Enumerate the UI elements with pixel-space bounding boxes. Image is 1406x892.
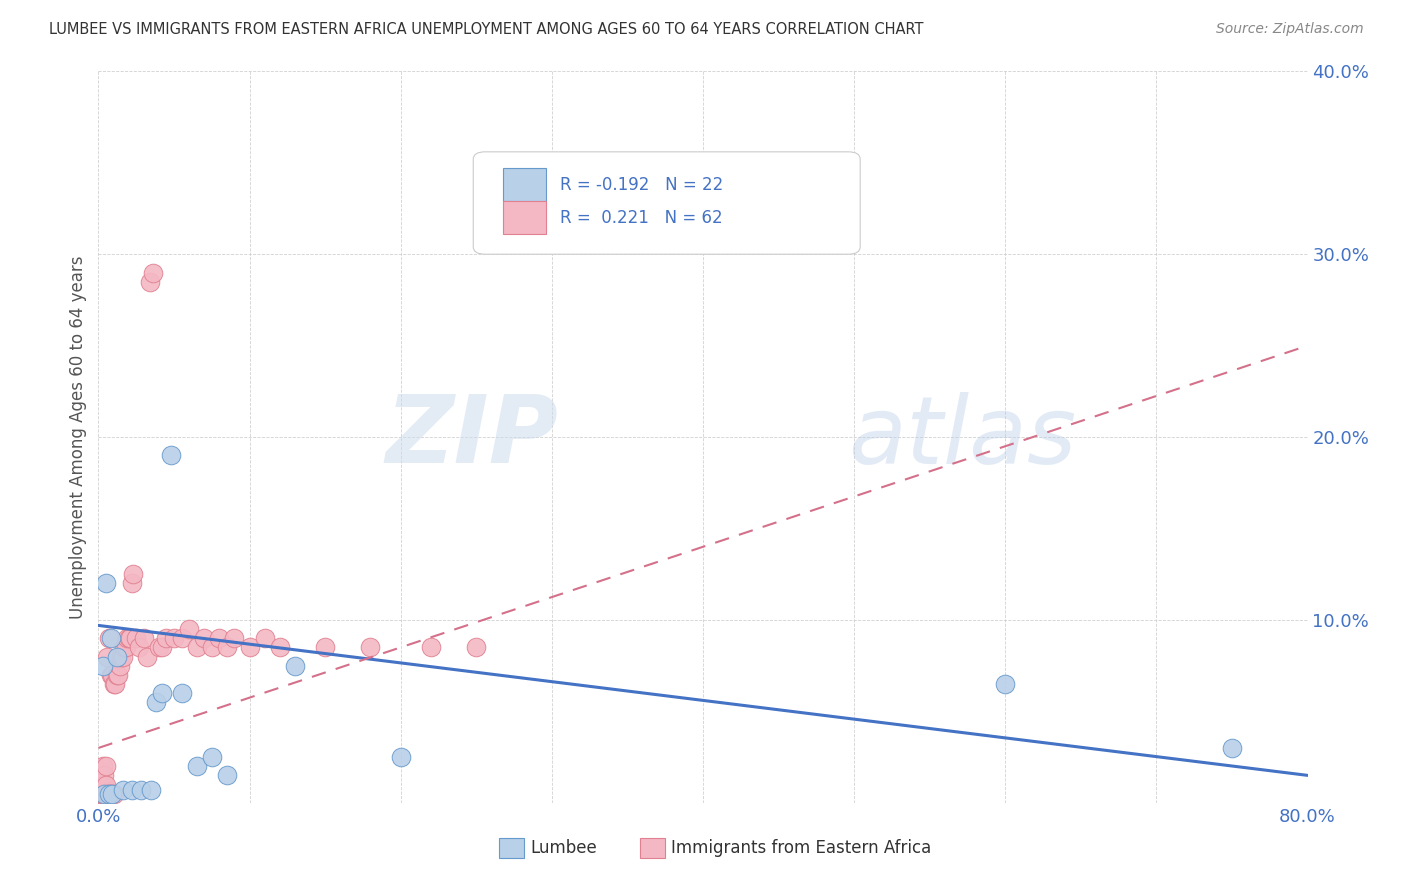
Point [122,567,145,582]
Point [91,787,114,801]
Point [253,632,276,646]
Point [90,778,112,792]
Point [360,640,382,655]
Point [170,686,193,700]
Point [94,576,117,591]
Point [90,768,112,782]
Point [128,640,150,655]
Point [111,649,134,664]
Point [105,649,128,664]
Point [201,750,224,764]
Point [91,658,114,673]
Point [100,632,122,646]
Point [389,750,412,764]
FancyBboxPatch shape [474,152,860,254]
FancyBboxPatch shape [503,169,546,202]
FancyBboxPatch shape [499,838,524,858]
Point [1220,740,1243,755]
Point [155,632,177,646]
Point [121,783,143,797]
Point [186,759,208,773]
Point [94,778,117,792]
Point [994,677,1017,691]
Point [150,640,173,655]
Point [94,787,117,801]
Point [108,658,131,673]
Text: Source: ZipAtlas.com: Source: ZipAtlas.com [1216,22,1364,37]
Text: R = -0.192   N = 22: R = -0.192 N = 22 [561,176,724,194]
Point [179,622,201,636]
Point [98,787,121,801]
FancyBboxPatch shape [640,838,665,858]
Point [125,632,148,646]
Point [96,649,118,664]
Text: R =  0.221   N = 62: R = 0.221 N = 62 [561,209,723,227]
Point [160,448,183,462]
Point [141,783,163,797]
Point [107,667,129,681]
Point [93,778,115,792]
Point [98,632,121,646]
Point [420,640,443,655]
Point [118,632,141,646]
Point [100,787,122,801]
Point [110,649,132,664]
Point [120,632,142,646]
Point [148,640,170,655]
Point [145,695,167,709]
Point [269,640,291,655]
Point [284,658,307,673]
Point [98,787,121,801]
FancyBboxPatch shape [503,202,546,234]
Point [93,787,115,801]
Point [150,686,173,700]
Text: LUMBEE VS IMMIGRANTS FROM EASTERN AFRICA UNEMPLOYMENT AMONG AGES 60 TO 64 YEARS : LUMBEE VS IMMIGRANTS FROM EASTERN AFRICA… [49,22,924,37]
Text: ZIP: ZIP [385,391,558,483]
Point [91,778,114,792]
Point [163,632,186,646]
Point [111,783,134,797]
Point [93,787,115,801]
Point [103,787,125,801]
Point [139,275,162,289]
Point [121,576,143,591]
Point [465,640,488,655]
Point [105,667,128,681]
Point [93,768,115,782]
Point [101,787,124,801]
Text: Immigrants from Eastern Africa: Immigrants from Eastern Africa [671,839,931,857]
Point [100,667,122,681]
Point [89,787,111,801]
Text: Lumbee: Lumbee [530,839,596,857]
Point [112,640,135,655]
Text: atlas: atlas [848,392,1077,483]
Point [115,632,138,646]
Point [170,632,193,646]
Point [94,759,117,773]
Point [193,632,215,646]
Point [186,640,208,655]
Point [135,649,157,664]
Point [132,632,155,646]
Point [114,640,136,655]
Point [129,783,152,797]
Point [142,266,165,280]
Point [90,787,112,801]
Y-axis label: Unemployment Among Ages 60 to 64 years: Unemployment Among Ages 60 to 64 years [69,255,87,619]
Point [201,640,224,655]
Point [103,677,125,691]
Point [208,632,231,646]
Point [101,667,124,681]
Point [215,640,238,655]
Point [101,787,124,801]
Point [314,640,336,655]
Point [104,677,127,691]
Point [239,640,262,655]
Point [91,759,114,773]
Point [89,778,111,792]
Point [215,768,238,782]
Point [224,632,246,646]
Point [96,787,118,801]
